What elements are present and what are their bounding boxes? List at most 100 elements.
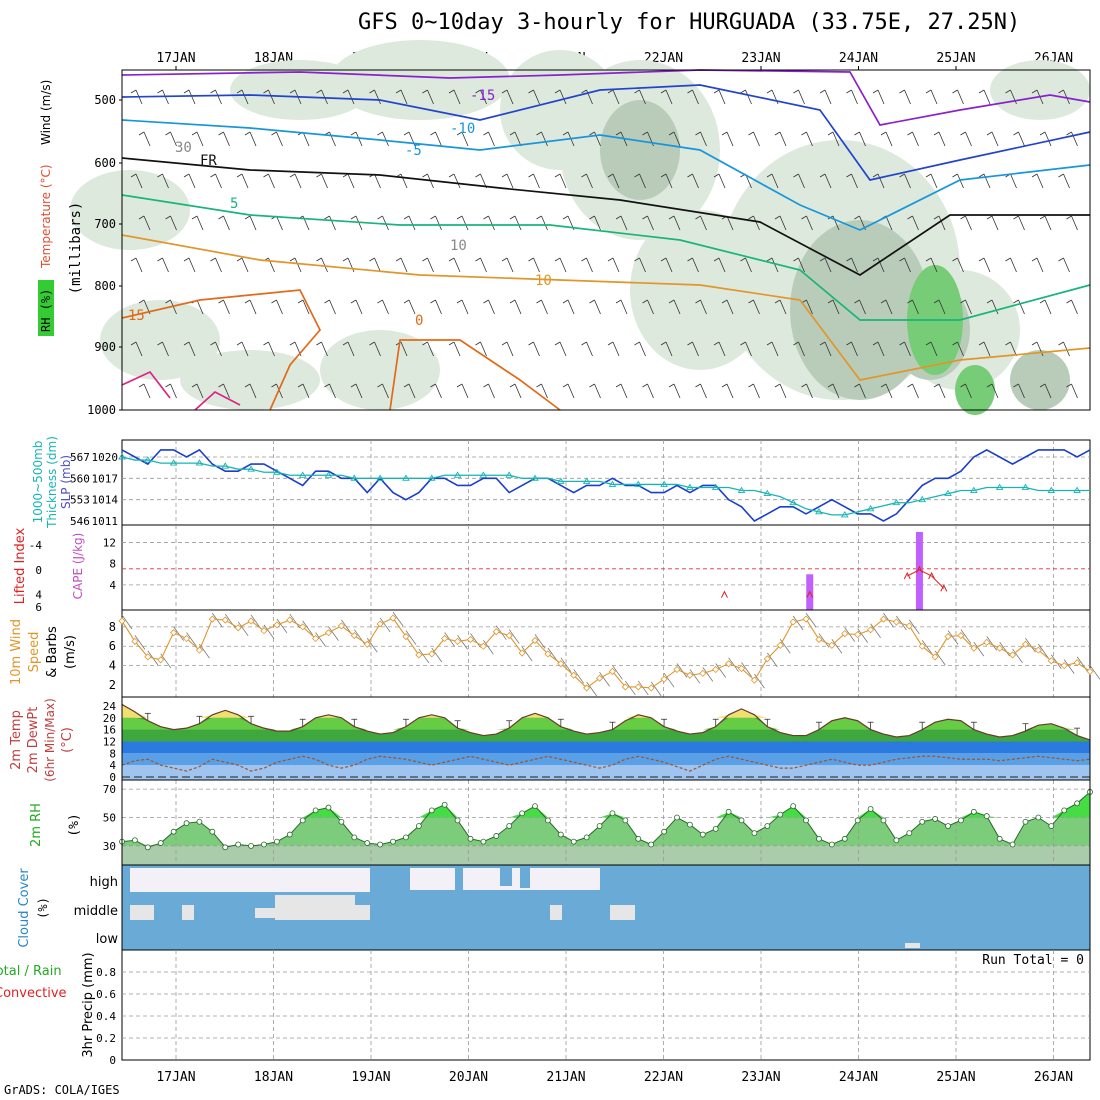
wind-speed-marker xyxy=(1047,657,1055,665)
wind-barb-flag xyxy=(501,257,508,262)
wind-barb xyxy=(846,341,858,357)
wind-barb-flag xyxy=(483,215,489,220)
wind-barb-flag xyxy=(687,257,693,262)
wind-barb-staff xyxy=(453,257,461,273)
wind-barb-staff xyxy=(753,299,760,315)
wind-barb-flag xyxy=(1058,173,1064,178)
wind-barb-flag xyxy=(475,257,481,262)
wind-barb-staff xyxy=(400,173,408,189)
wind-barb-flag xyxy=(448,173,455,178)
wind-barb-flag xyxy=(607,89,614,94)
wind-speed-marker xyxy=(299,623,307,631)
wind-barb xyxy=(695,299,707,315)
wind-barb-flag xyxy=(263,341,269,346)
wind-barb-flag xyxy=(854,131,860,136)
thickness-marker xyxy=(453,471,462,478)
wind-barb-flag xyxy=(377,215,383,220)
wind-barb-flag xyxy=(854,383,860,388)
rh-marker xyxy=(803,817,809,824)
wind-barb-flag xyxy=(369,341,375,346)
wind-barb-flag xyxy=(403,299,410,304)
wind-barb-staff xyxy=(726,383,734,399)
cloud-middle-clear xyxy=(130,905,154,920)
wind-barb-staff xyxy=(559,257,567,273)
wind-barb-staff xyxy=(276,299,283,315)
wind-barb-staff xyxy=(143,383,151,399)
wind-speed-marker xyxy=(802,615,810,623)
wind-barb-flag xyxy=(271,299,277,304)
wind-barb xyxy=(952,257,964,273)
wind-barb xyxy=(244,131,257,147)
wind-barb xyxy=(483,215,495,231)
cloud-middle-clear xyxy=(275,895,355,920)
wind-barb-flag xyxy=(263,173,269,178)
wind-barb xyxy=(430,299,442,315)
wind-barb-staff xyxy=(188,257,196,273)
thickness-marker xyxy=(505,471,513,478)
wind-speed-marker xyxy=(454,637,462,645)
wind-barb-staff xyxy=(514,383,522,399)
wind-barb-flag xyxy=(1066,383,1072,388)
rh-marker xyxy=(945,823,951,829)
wind-barb-flag xyxy=(581,257,587,262)
wind-barb-staff xyxy=(321,257,328,273)
wind-speed-marker xyxy=(957,632,965,640)
thickness-tick-label: 546 xyxy=(70,515,90,528)
wind-barb-flag xyxy=(475,341,481,346)
thickness-marker xyxy=(221,462,230,469)
wind-barb xyxy=(854,131,866,147)
wind-barb-flag xyxy=(589,131,595,136)
wind-barb xyxy=(501,341,514,357)
wind-barb-staff xyxy=(1018,383,1025,399)
wind-barb-flag xyxy=(210,341,216,346)
wind-barb-staff xyxy=(859,299,866,315)
wind-barb-10m xyxy=(625,680,636,696)
thickness-marker xyxy=(711,483,720,490)
wind-barb-staff xyxy=(355,299,363,315)
wind-barb-staff xyxy=(700,383,707,399)
wind-barb xyxy=(1005,341,1017,357)
wind-barb-flag xyxy=(138,299,145,304)
wind-barb-staff xyxy=(162,341,169,357)
wind-barb xyxy=(1066,131,1078,147)
wind-barb-staff xyxy=(851,89,858,105)
rh-marker xyxy=(596,823,603,829)
wind-barb xyxy=(528,173,540,189)
run-total-label: Run Total = 0 xyxy=(982,953,1084,968)
wind-barb xyxy=(899,89,911,105)
wind-barb-flag xyxy=(668,215,675,220)
wind-speed-marker xyxy=(1073,659,1081,667)
wind-speed-marker xyxy=(996,644,1004,652)
wind-barb-10m xyxy=(767,652,778,668)
wind-barb-staff xyxy=(506,89,514,105)
wind-barb-flag xyxy=(562,131,569,136)
wind-barb xyxy=(130,257,143,273)
temp-axis-label: 2m DewPt xyxy=(26,707,41,774)
wind-barb xyxy=(986,215,999,231)
wind-barb-10m xyxy=(870,623,881,638)
wind-barb-flag xyxy=(748,131,754,136)
wind-barb-flag xyxy=(846,257,852,262)
wind-barb-10m xyxy=(483,639,494,655)
wind-barb xyxy=(854,383,866,399)
wind-barb-flag xyxy=(933,299,940,304)
wind-barb xyxy=(713,341,726,357)
wind-barb-flag xyxy=(740,257,746,262)
wind-barb-10m xyxy=(212,612,223,628)
rh-marker xyxy=(183,820,190,827)
wind-barb xyxy=(819,341,832,357)
wind-barb-flag xyxy=(907,383,913,388)
wind-barb-staff xyxy=(824,341,832,357)
wind-barb-staff xyxy=(753,215,760,231)
wind-speed-marker xyxy=(376,620,384,628)
wind-barb xyxy=(740,89,752,105)
wind-speed-marker xyxy=(1008,651,1017,659)
wind-speed-marker xyxy=(363,640,371,648)
wind-barb-staff xyxy=(912,299,919,315)
precip-tick-label: 0.2 xyxy=(96,1032,116,1045)
wind-barb-staff xyxy=(965,383,972,399)
thickness-tick-label: 567 xyxy=(70,451,90,464)
wind-barb-staff xyxy=(514,299,522,315)
wind-barb xyxy=(562,383,575,399)
